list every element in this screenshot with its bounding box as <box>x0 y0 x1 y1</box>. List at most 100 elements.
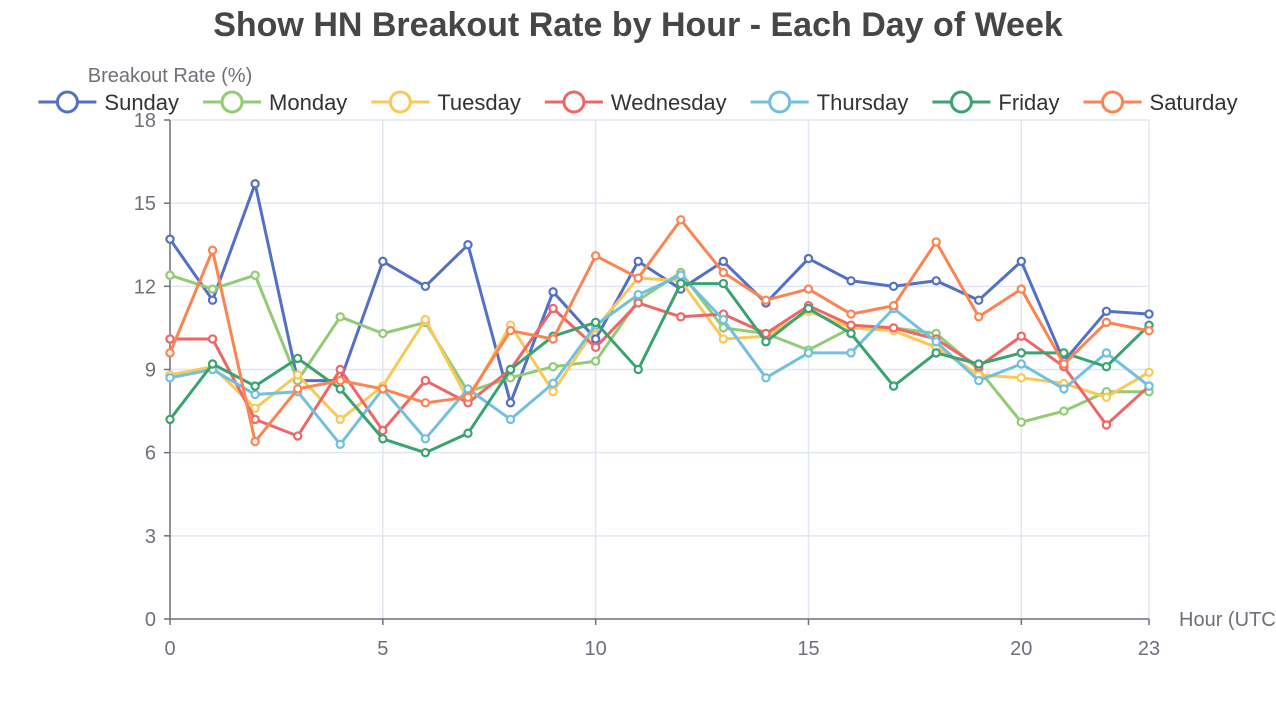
data-point-friday[interactable] <box>761 337 771 347</box>
data-point-sunday[interactable] <box>803 253 814 264</box>
data-point-wednesday[interactable] <box>335 364 345 375</box>
data-point-sunday[interactable] <box>846 276 856 286</box>
data-point-monday[interactable] <box>207 284 218 294</box>
data-point-sunday[interactable] <box>548 287 558 297</box>
data-point-thursday[interactable] <box>761 373 771 383</box>
data-point-sunday[interactable] <box>931 276 941 286</box>
data-point-thursday[interactable] <box>420 434 431 444</box>
data-point-sunday[interactable] <box>1144 309 1154 319</box>
data-point-wednesday[interactable] <box>846 320 856 330</box>
data-point-monday[interactable] <box>335 312 345 322</box>
data-point-sunday[interactable] <box>505 398 516 408</box>
data-point-friday[interactable] <box>846 328 856 339</box>
data-point-sunday[interactable] <box>590 334 601 344</box>
data-point-saturday[interactable] <box>548 334 558 344</box>
data-point-saturday[interactable] <box>250 436 260 447</box>
legend-item-friday[interactable]: Friday <box>932 90 1060 115</box>
data-point-friday[interactable] <box>1059 348 1069 358</box>
data-point-sunday[interactable] <box>207 295 218 305</box>
data-point-friday[interactable] <box>1101 362 1112 372</box>
data-point-thursday[interactable] <box>335 439 345 450</box>
data-point-sunday[interactable] <box>378 256 388 267</box>
legend-item-saturday[interactable]: Saturday <box>1083 90 1238 115</box>
data-point-saturday[interactable] <box>803 284 814 294</box>
data-point-wednesday[interactable] <box>292 431 303 441</box>
data-point-thursday[interactable] <box>165 373 175 383</box>
data-point-monday[interactable] <box>590 356 601 366</box>
data-point-saturday[interactable] <box>931 237 941 247</box>
data-point-monday[interactable] <box>250 270 260 280</box>
data-point-sunday[interactable] <box>888 281 899 292</box>
data-point-thursday[interactable] <box>1016 359 1027 369</box>
data-point-friday[interactable] <box>803 303 814 314</box>
data-point-friday[interactable] <box>378 434 388 444</box>
data-point-wednesday[interactable] <box>676 312 686 322</box>
data-point-tuesday[interactable] <box>335 414 345 425</box>
data-point-thursday[interactable] <box>718 314 729 325</box>
data-point-saturday[interactable] <box>378 384 388 394</box>
data-point-friday[interactable] <box>590 317 601 328</box>
data-point-saturday[interactable] <box>165 348 175 358</box>
data-point-thursday[interactable] <box>1144 381 1154 391</box>
series-friday[interactable] <box>165 278 1154 458</box>
data-point-saturday[interactable] <box>633 273 643 283</box>
data-point-monday[interactable] <box>505 373 516 383</box>
data-point-wednesday[interactable] <box>207 334 218 344</box>
legend-item-wednesday[interactable]: Wednesday <box>544 90 727 115</box>
data-point-wednesday[interactable] <box>633 298 643 308</box>
data-point-saturday[interactable] <box>505 325 516 336</box>
data-point-thursday[interactable] <box>633 289 643 300</box>
data-point-friday[interactable] <box>420 447 431 458</box>
data-point-saturday[interactable] <box>846 309 856 319</box>
data-point-friday[interactable] <box>633 364 643 375</box>
data-point-sunday[interactable] <box>250 179 260 189</box>
data-point-saturday[interactable] <box>420 398 431 408</box>
data-point-saturday[interactable] <box>1144 325 1154 336</box>
data-point-wednesday[interactable] <box>1101 420 1112 430</box>
data-point-thursday[interactable] <box>974 375 984 386</box>
data-point-saturday[interactable] <box>463 392 473 402</box>
data-point-tuesday[interactable] <box>1016 373 1027 383</box>
data-point-sunday[interactable] <box>1101 306 1112 316</box>
data-point-thursday[interactable] <box>931 337 941 347</box>
data-point-monday[interactable] <box>1059 406 1069 416</box>
data-point-tuesday[interactable] <box>292 370 303 380</box>
data-point-thursday[interactable] <box>548 378 558 389</box>
data-point-tuesday[interactable] <box>1144 367 1154 377</box>
data-point-monday[interactable] <box>165 270 175 280</box>
data-point-wednesday[interactable] <box>761 328 771 339</box>
data-point-thursday[interactable] <box>1101 348 1112 358</box>
data-point-saturday[interactable] <box>590 251 601 261</box>
data-point-friday[interactable] <box>974 359 984 369</box>
data-point-wednesday[interactable] <box>590 342 601 353</box>
legend[interactable]: Sunday Monday Tuesday Wednesday Thursday Frid… <box>38 90 1238 115</box>
data-point-friday[interactable] <box>165 414 175 425</box>
data-point-saturday[interactable] <box>1101 317 1112 328</box>
data-point-thursday[interactable] <box>676 270 686 280</box>
legend-item-monday[interactable]: Monday <box>203 90 347 115</box>
data-point-friday[interactable] <box>292 353 303 364</box>
data-point-thursday[interactable] <box>846 348 856 358</box>
data-point-sunday[interactable] <box>633 256 643 267</box>
data-point-tuesday[interactable] <box>420 314 431 325</box>
data-point-thursday[interactable] <box>803 348 814 358</box>
data-point-tuesday[interactable] <box>250 403 260 414</box>
data-point-wednesday[interactable] <box>548 303 558 314</box>
series-saturday[interactable] <box>165 215 1154 447</box>
data-point-wednesday[interactable] <box>250 414 260 425</box>
data-point-saturday[interactable] <box>1016 284 1027 294</box>
data-point-friday[interactable] <box>463 428 473 438</box>
data-point-sunday[interactable] <box>165 234 175 244</box>
data-point-wednesday[interactable] <box>378 425 388 436</box>
legend-item-sunday[interactable]: Sunday <box>38 90 179 115</box>
data-point-friday[interactable] <box>250 381 260 391</box>
data-point-saturday[interactable] <box>676 215 686 225</box>
data-point-saturday[interactable] <box>718 267 729 278</box>
data-point-friday[interactable] <box>931 348 941 358</box>
data-point-saturday[interactable] <box>292 384 303 394</box>
data-point-tuesday[interactable] <box>1101 392 1112 402</box>
data-point-saturday[interactable] <box>335 375 345 386</box>
data-point-saturday[interactable] <box>207 245 218 255</box>
data-point-saturday[interactable] <box>1059 359 1069 369</box>
data-point-sunday[interactable] <box>463 240 473 250</box>
